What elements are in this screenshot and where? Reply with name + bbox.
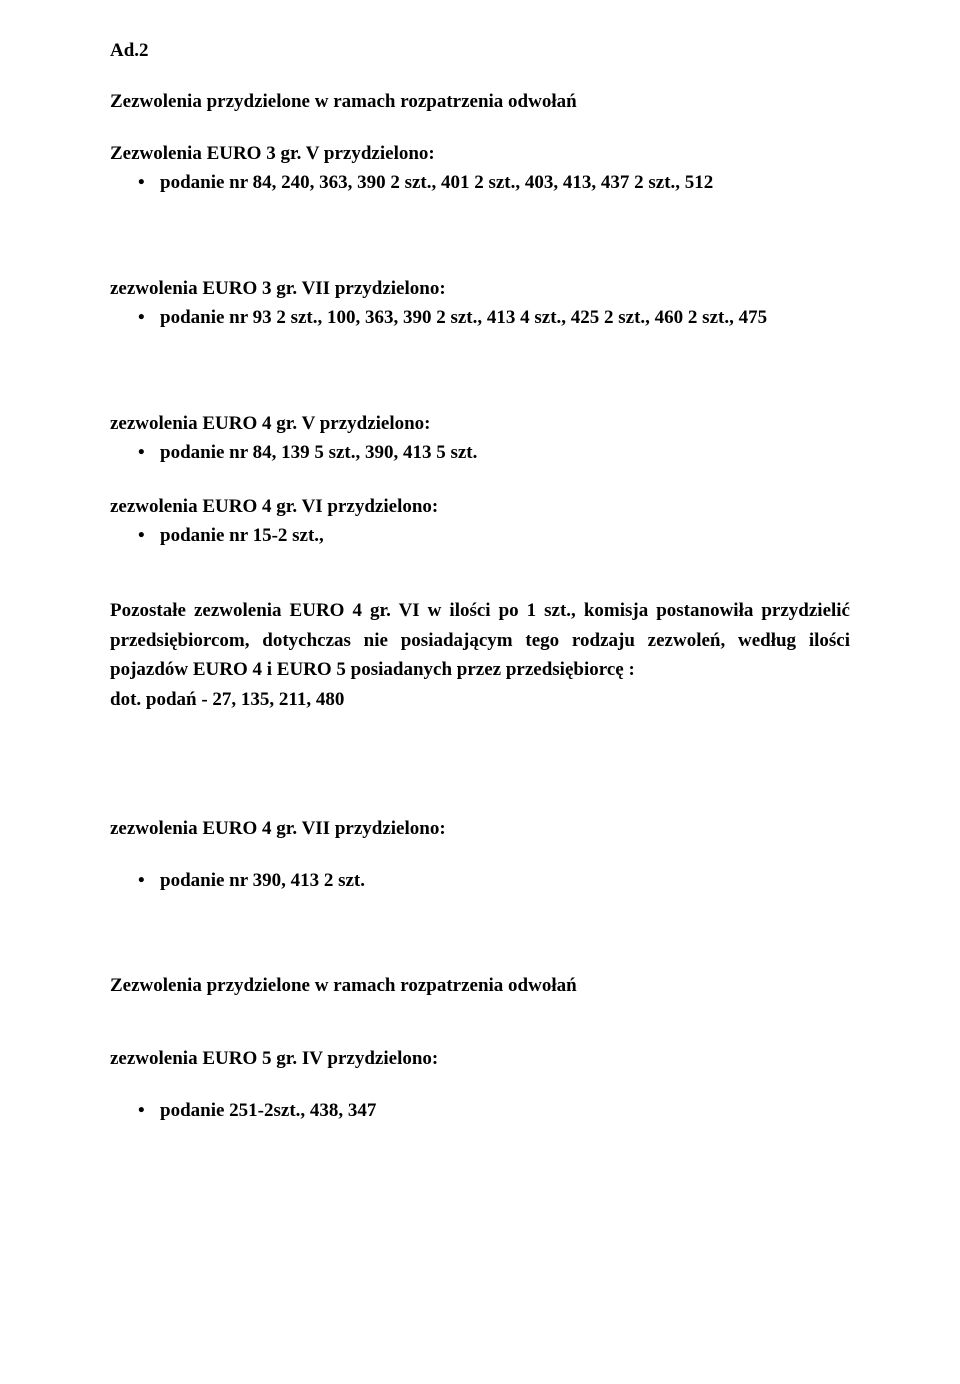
sec2-title: zezwolenia EURO 3 gr. VII przydzielono: — [110, 274, 850, 303]
list-item: podanie nr 390, 413 2 szt. — [160, 866, 850, 897]
paragraph-line2: dot. podań - 27, 135, 211, 480 — [110, 685, 850, 714]
sec5-list: podanie nr 390, 413 2 szt. — [110, 866, 850, 897]
paragraph-body: Pozostałe zezwolenia EURO 4 gr. VI w ilo… — [110, 596, 850, 684]
list-item: podanie nr 15-2 szt., — [160, 521, 850, 552]
list-item: podanie 251-2szt., 438, 347 — [160, 1096, 850, 1127]
sec4-title: zezwolenia EURO 4 gr. VI przydzielono: — [110, 492, 850, 521]
sec1-list: podanie nr 84, 240, 363, 390 2 szt., 401… — [110, 168, 850, 199]
sec2-list: podanie nr 93 2 szt., 100, 363, 390 2 sz… — [110, 303, 850, 334]
section-ad2: Ad.2 — [110, 36, 850, 65]
list-item: podanie nr 93 2 szt., 100, 363, 390 2 sz… — [160, 303, 850, 334]
sec5-title: zezwolenia EURO 4 gr. VII przydzielono: — [110, 814, 850, 843]
sec1-title: Zezwolenia EURO 3 gr. V przydzielono: — [110, 139, 850, 168]
heading-appeals-2: Zezwolenia przydzielone w ramach rozpatr… — [110, 971, 850, 1000]
sec3-list: podanie nr 84, 139 5 szt., 390, 413 5 sz… — [110, 438, 850, 469]
sec6-list: podanie 251-2szt., 438, 347 — [110, 1096, 850, 1127]
sec3-title: zezwolenia EURO 4 gr. V przydzielono: — [110, 409, 850, 438]
heading-appeals-1: Zezwolenia przydzielone w ramach rozpatr… — [110, 87, 850, 116]
list-item: podanie nr 84, 240, 363, 390 2 szt., 401… — [160, 168, 850, 199]
sec4-list: podanie nr 15-2 szt., — [110, 521, 850, 552]
list-item: podanie nr 84, 139 5 szt., 390, 413 5 sz… — [160, 438, 850, 469]
sec6-title: zezwolenia EURO 5 gr. IV przydzielono: — [110, 1044, 850, 1073]
